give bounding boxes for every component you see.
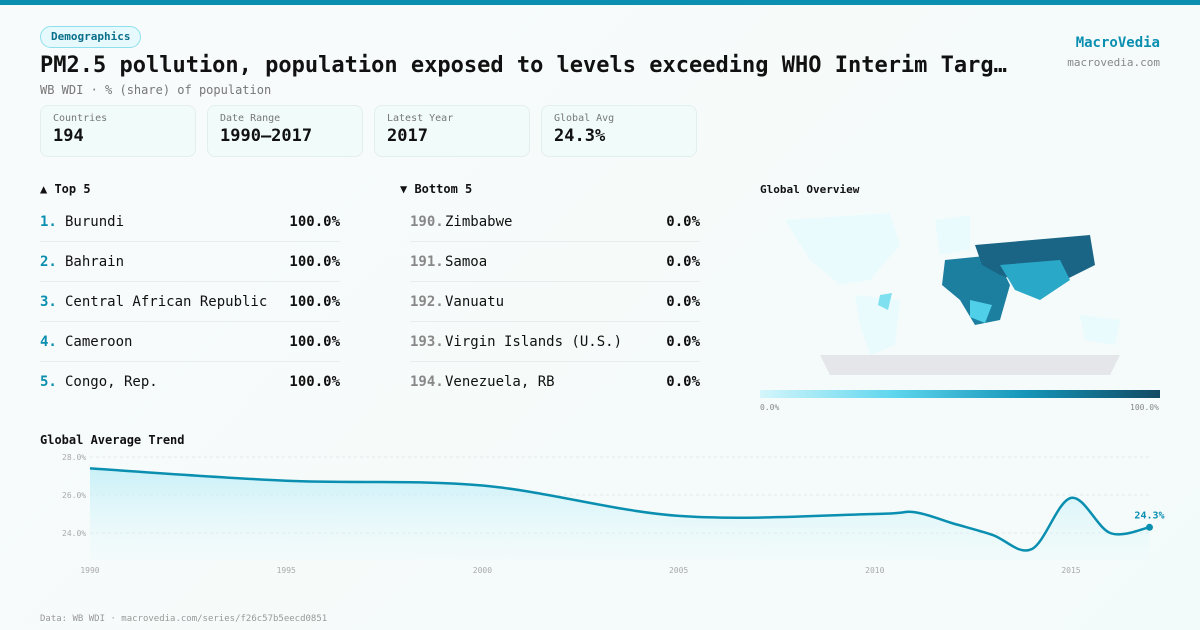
list-item[interactable]: 1. Burundi 100.0% <box>40 202 340 242</box>
top-accent-bar <box>0 0 1200 5</box>
list-item[interactable]: 194. Venezuela, RB 0.0% <box>410 362 700 402</box>
bottom5-title: ▼ Bottom 5 <box>400 182 473 196</box>
legend-min: 0.0% <box>760 403 780 412</box>
x-tick-label: 2000 <box>473 566 492 575</box>
list-item[interactable]: 3. Central African Republic 100.0% <box>40 282 340 322</box>
list-item[interactable]: 190. Zimbabwe 0.0% <box>410 202 700 242</box>
bottom5-list: 190. Zimbabwe 0.0% 191. Samoa 0.0% 192. Vanuatu… <box>410 202 700 402</box>
country-name: Cameroon <box>65 333 133 350</box>
trend-area <box>90 468 1150 560</box>
x-tick-label: 2005 <box>669 566 688 575</box>
rank: 5. <box>40 374 57 390</box>
rank: 193. <box>410 333 444 350</box>
footer-source: Data: WB WDI · macrovedia.com/series/f26… <box>40 614 328 624</box>
country-name: Congo, Rep. <box>65 374 158 390</box>
stat-label: Latest Year <box>387 113 454 124</box>
andes <box>878 293 892 310</box>
stat-value: 1990–2017 <box>220 126 313 146</box>
map-color-legend <box>760 390 1160 398</box>
country-name: Virgin Islands (U.S.) <box>445 333 623 350</box>
stat-label: Countries <box>53 113 108 124</box>
y-tick-label: 24.0% <box>62 529 86 538</box>
legend-max: 100.0% <box>1130 403 1159 412</box>
country-name: Central African Republic <box>65 293 268 310</box>
stat-latest-year: Latest Year 2017 <box>374 105 530 157</box>
y-tick-label: 28.0% <box>62 453 86 462</box>
world-map[interactable] <box>760 205 1160 380</box>
page-title: PM2.5 pollution, population exposed to l… <box>40 53 1010 78</box>
rank: 4. <box>40 333 57 350</box>
value: 0.0% <box>666 333 700 350</box>
stat-countries: Countries 194 <box>40 105 196 157</box>
north-america <box>785 213 900 285</box>
x-tick-label: 2010 <box>865 566 884 575</box>
trend-title: Global Average Trend <box>40 433 185 447</box>
country-name: Vanuatu <box>445 293 505 310</box>
rank: 190. <box>410 213 444 230</box>
stat-global-avg: Global Avg 24.3% <box>541 105 697 157</box>
top5-title: ▲ Top 5 <box>40 182 91 196</box>
last-value-label: 24.3% <box>1134 510 1164 521</box>
africa <box>942 255 1010 325</box>
trend-line <box>89 467 1150 552</box>
x-tick-label: 1990 <box>80 566 99 575</box>
list-item[interactable]: 193. Virgin Islands (U.S.) 0.0% <box>410 322 700 362</box>
rank: 3. <box>40 293 57 310</box>
country-name: Venezuela, RB <box>445 374 555 390</box>
southern-africa <box>970 300 992 323</box>
value: 100.0% <box>289 253 340 270</box>
brand-url[interactable]: macrovedia.com <box>1067 56 1160 69</box>
value: 0.0% <box>666 374 700 390</box>
stat-value: 2017 <box>387 126 428 146</box>
list-item[interactable]: 5. Congo, Rep. 100.0% <box>40 362 340 402</box>
category-badge[interactable]: Demographics <box>40 26 142 48</box>
data-point <box>1145 523 1153 531</box>
y-tick-label: 26.0% <box>62 491 86 500</box>
brand-logo[interactable]: MacroVedia <box>1075 35 1160 51</box>
country-name: Zimbabwe <box>445 213 513 230</box>
trend-chart: 28.0% 26.0% 24.0% 1990 1995 2000 2005 2010 2015 2… <box>62 453 1165 575</box>
value: 0.0% <box>666 293 700 310</box>
value: 0.0% <box>666 213 700 230</box>
stat-label: Global Avg <box>554 113 615 124</box>
rank: 2. <box>40 253 57 270</box>
south-america <box>855 295 900 355</box>
country-name: Bahrain <box>65 253 125 270</box>
list-item[interactable]: 192. Vanuatu 0.0% <box>410 282 700 322</box>
page-subtitle: WB WDI · % (share) of population <box>40 83 272 97</box>
oceania <box>1080 315 1120 345</box>
x-tick-label: 2015 <box>1061 566 1080 575</box>
country-name: Samoa <box>445 253 488 270</box>
value: 0.0% <box>666 253 700 270</box>
map-title: Global Overview <box>760 183 860 196</box>
list-item[interactable]: 191. Samoa 0.0% <box>410 242 700 282</box>
value: 100.0% <box>289 213 340 230</box>
south-asia <box>1000 260 1070 300</box>
value: 100.0% <box>289 374 340 390</box>
europe <box>935 215 970 255</box>
low-value-regions <box>785 213 1120 355</box>
top5-list: 1. Burundi 100.0% 2. Bahrain 100.0% 3. Central … <box>40 202 340 402</box>
value: 100.0% <box>289 293 340 310</box>
stat-value: 24.3% <box>554 126 606 146</box>
list-item[interactable]: 2. Bahrain 100.0% <box>40 242 340 282</box>
rank: 1. <box>40 213 57 230</box>
rank: 194. <box>410 374 444 390</box>
rank: 191. <box>410 253 444 270</box>
stat-label: Date Range <box>220 113 281 124</box>
country-name: Burundi <box>65 213 125 230</box>
stat-value: 194 <box>53 126 84 146</box>
value: 100.0% <box>289 333 340 350</box>
list-item[interactable]: 4. Cameroon 100.0% <box>40 322 340 362</box>
x-tick-label: 1995 <box>277 566 296 575</box>
antarctica <box>820 355 1120 375</box>
stat-date-range: Date Range 1990–2017 <box>207 105 363 157</box>
rank: 192. <box>410 293 444 310</box>
